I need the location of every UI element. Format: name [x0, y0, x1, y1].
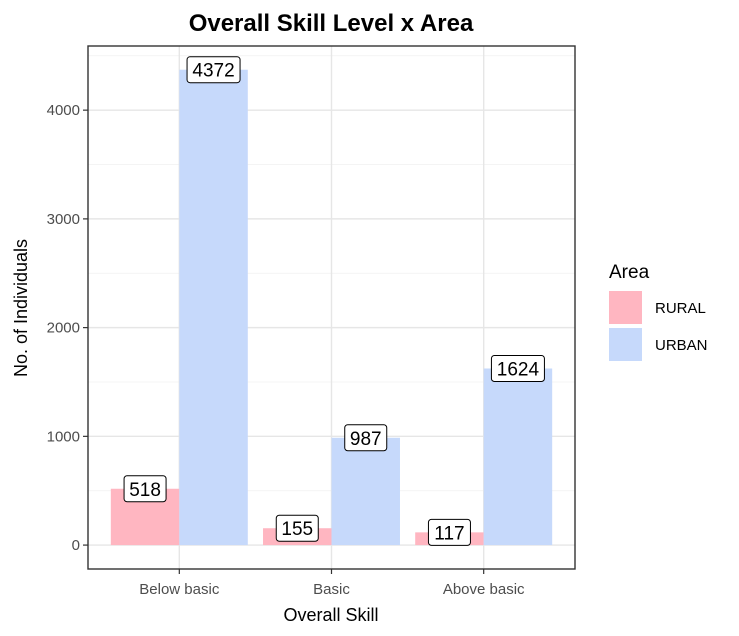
data-label-text: 518 [129, 480, 161, 501]
y-axis-title: No. of Individuals [11, 239, 31, 377]
bar-urban [483, 368, 553, 546]
data-label-text: 117 [434, 523, 464, 544]
data-label-text: 4372 [192, 61, 234, 82]
data-label: 117 [427, 518, 471, 546]
chart-title: Overall Skill Level x Area [189, 10, 474, 37]
x-axis: Below basic Basic Above basic [139, 569, 525, 598]
x-tick-label: Below basic [139, 581, 220, 598]
data-label-box [186, 56, 241, 84]
y-tick-label: 4000 [47, 102, 80, 119]
data-label-box [344, 424, 388, 452]
bar-urban [179, 69, 248, 546]
y-tick-label: 3000 [47, 211, 80, 228]
x-tick-label: Above basic [443, 581, 525, 598]
data-label: 518 [123, 475, 167, 503]
data-label-box [490, 354, 545, 382]
legend-title: Area [609, 262, 650, 283]
legend-label-rural: RURAL [655, 300, 706, 317]
data-label: 4372 [186, 56, 241, 84]
data-label-box [427, 518, 471, 546]
y-axis: 0 1000 2000 3000 4000 [47, 102, 88, 554]
legend: Area RURAL URBAN [609, 262, 708, 361]
data-label-text: 1624 [497, 359, 540, 380]
y-tick-label: 0 [72, 537, 80, 554]
data-label: 1624 [490, 354, 545, 382]
data-label: 987 [344, 424, 388, 452]
data-label-text: 987 [350, 429, 382, 450]
y-tick-label: 1000 [47, 428, 80, 445]
bar-label-layer: 518 155 117 4372 987 1624 [123, 56, 545, 546]
bar-urban [331, 437, 400, 546]
legend-label-urban: URBAN [655, 337, 708, 354]
legend-swatch-urban [609, 328, 642, 361]
data-label: 155 [275, 514, 319, 542]
data-label-box [123, 475, 167, 503]
data-label-text: 155 [281, 519, 313, 540]
y-tick-label: 2000 [47, 320, 80, 337]
x-axis-title: Overall Skill [283, 605, 378, 625]
bar-layer [110, 69, 553, 546]
data-label-box [275, 514, 319, 542]
legend-swatch-rural [609, 291, 642, 324]
x-tick-label: Basic [313, 581, 350, 598]
